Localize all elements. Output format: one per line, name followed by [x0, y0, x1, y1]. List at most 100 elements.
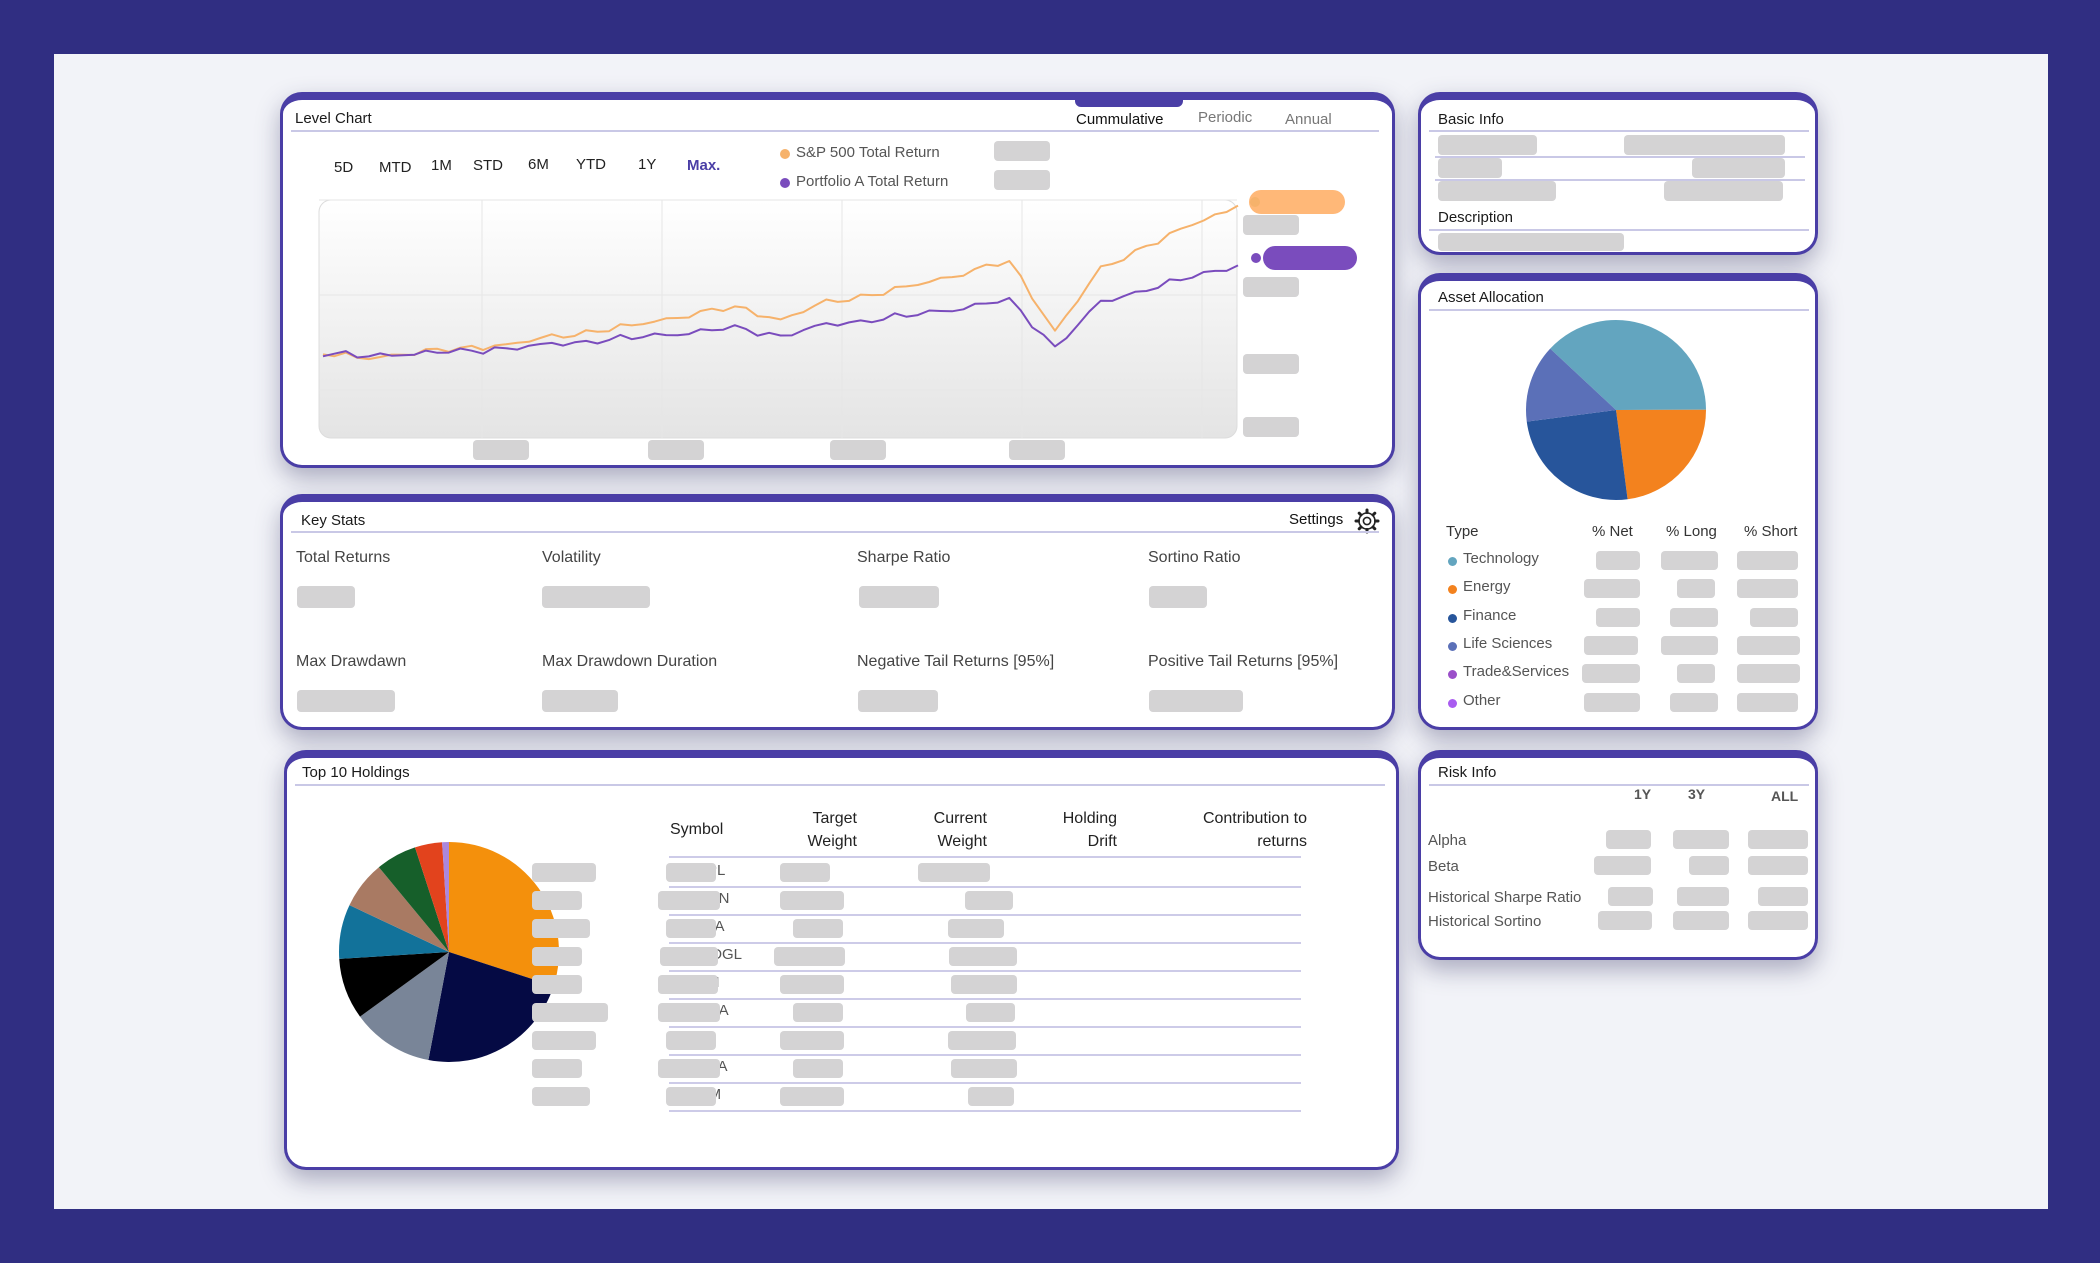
divider — [295, 784, 1385, 786]
stat-value-placeholder — [542, 586, 650, 608]
col-short: % Short — [1744, 523, 1798, 540]
pie-slice-tsla — [360, 952, 449, 1061]
holding-value-placeholder — [780, 1087, 844, 1106]
holding-value-placeholder — [968, 1087, 1014, 1106]
stat-value-placeholder — [1149, 690, 1243, 712]
divider — [291, 531, 1379, 533]
stat-value-placeholder — [859, 586, 939, 608]
range-1m[interactable]: 1M — [431, 157, 452, 174]
risk-metric-label: Alpha — [1428, 832, 1467, 849]
top-holdings-panel: Top 10 Holdings Symbol Target Weight Curr… — [284, 750, 1399, 1170]
holding-value-placeholder — [532, 1003, 608, 1022]
col-net: % Net — [1592, 523, 1633, 540]
pie-slice-xom — [442, 842, 449, 952]
row-divider — [669, 1054, 1301, 1056]
allocation-value-placeholder — [1750, 607, 1798, 627]
allocation-value-placeholder — [1737, 635, 1800, 655]
pie-slice-technology — [1550, 320, 1706, 410]
risk-value-placeholder — [1673, 830, 1729, 849]
allocation-value-placeholder — [1737, 664, 1800, 684]
row-divider — [669, 1082, 1301, 1084]
allocation-pie-chart — [1526, 320, 1707, 500]
holding-value-placeholder — [532, 1031, 596, 1050]
type-marker — [1448, 557, 1457, 566]
key-stats-panel: Key Stats Settings Total Returns Volatil… — [280, 494, 1395, 730]
asset-allocation-panel: Asset Allocation Type % Net % Long % Sho… — [1418, 273, 1818, 730]
risk-info-panel: Risk Info 1Y 3Y ALL Alpha Beta Historical … — [1418, 750, 1818, 960]
range-ytd[interactable]: YTD — [576, 156, 606, 173]
pie-slice-life-sciences — [1526, 348, 1616, 422]
risk-value-placeholder — [1677, 887, 1729, 906]
holding-value-placeholder — [780, 863, 830, 882]
range-mtd[interactable]: MTD — [379, 159, 412, 176]
range-std[interactable]: STD — [473, 157, 503, 174]
stat-negative-tail-label: Negative Tail Returns [95%] — [857, 653, 1055, 670]
x-tick-placeholder — [473, 440, 529, 460]
row-divider — [669, 970, 1301, 972]
holding-value-placeholder — [532, 1087, 590, 1106]
holding-value-placeholder — [918, 863, 990, 882]
legend-portfolio: Portfolio A Total Return — [796, 173, 949, 190]
allocation-type: Trade&Services — [1463, 663, 1570, 681]
range-5d[interactable]: 5D — [334, 159, 354, 176]
holding-value-placeholder — [532, 1059, 582, 1078]
stat-value-placeholder — [542, 690, 618, 712]
row-divider — [669, 886, 1301, 888]
portfolio-end-badge — [1263, 246, 1357, 270]
holding-value-placeholder — [666, 1031, 716, 1050]
col-contribution: Contribution to returns — [1202, 810, 1307, 850]
allocation-value-placeholder — [1584, 692, 1640, 712]
stat-max-drawdown-label: Max Drawdawn — [296, 653, 407, 670]
risk-value-placeholder — [1748, 911, 1808, 930]
x-tick-placeholder — [830, 440, 886, 460]
level-line-chart — [318, 199, 1239, 439]
risk-value-placeholder — [1606, 830, 1651, 849]
holding-value-placeholder — [666, 1087, 716, 1106]
stat-value-placeholder — [858, 690, 938, 712]
tab-periodic[interactable]: Periodic — [1198, 109, 1253, 126]
allocation-value-placeholder — [1661, 635, 1718, 655]
range-6m[interactable]: 6M — [528, 156, 549, 173]
tab-cummulative[interactable]: Cummulative — [1076, 111, 1164, 128]
gear-icon[interactable] — [1354, 508, 1380, 534]
x-tick-placeholder — [1009, 440, 1065, 460]
holding-value-placeholder — [948, 1031, 1016, 1050]
divider — [1429, 229, 1809, 231]
info-placeholder — [1624, 135, 1785, 155]
pie-slice-energy — [1616, 409, 1707, 500]
allocation-value-placeholder — [1584, 579, 1640, 599]
col-type: Type — [1446, 523, 1479, 540]
legend-value-placeholder — [994, 141, 1050, 161]
holding-value-placeholder — [660, 947, 718, 966]
col-holding-drift: Holding Drift — [1062, 810, 1117, 850]
allocation-type: Technology — [1463, 550, 1539, 567]
risk-metric-label: Historical Sharpe Ratio — [1428, 889, 1582, 906]
pie-slice-nvda — [349, 867, 449, 952]
divider — [1435, 179, 1805, 181]
legend-sp500: S&P 500 Total Return — [796, 144, 940, 161]
allocation-value-placeholder — [1670, 607, 1718, 627]
type-marker — [1448, 641, 1457, 651]
allocation-type: Finance — [1463, 606, 1517, 624]
holding-value-placeholder — [780, 975, 844, 994]
holding-value-placeholder — [951, 1059, 1017, 1078]
info-placeholder — [1438, 135, 1537, 155]
range-max[interactable]: Max. — [687, 157, 721, 174]
holding-value-placeholder — [666, 863, 716, 882]
settings-label[interactable]: Settings — [1289, 511, 1344, 528]
holding-value-placeholder — [774, 947, 845, 966]
holding-value-placeholder — [948, 919, 1004, 938]
series-line — [322, 264, 1239, 359]
range-1y[interactable]: 1Y — [638, 156, 657, 173]
pie-slice-unh — [339, 905, 449, 959]
holding-value-placeholder — [793, 1003, 843, 1022]
holding-value-placeholder — [658, 891, 720, 910]
holding-value-placeholder — [949, 947, 1017, 966]
risk-metric-label: Historical Sortino — [1428, 913, 1542, 930]
tab-annual[interactable]: Annual — [1285, 111, 1332, 128]
panel-title: Asset Allocation — [1438, 289, 1544, 306]
risk-value-placeholder — [1689, 856, 1729, 875]
sp500-end-badge — [1249, 190, 1345, 214]
stat-max-drawdown-duration-label: Max Drawdown Duration — [542, 653, 718, 670]
legend-marker-sp500 — [780, 149, 790, 159]
